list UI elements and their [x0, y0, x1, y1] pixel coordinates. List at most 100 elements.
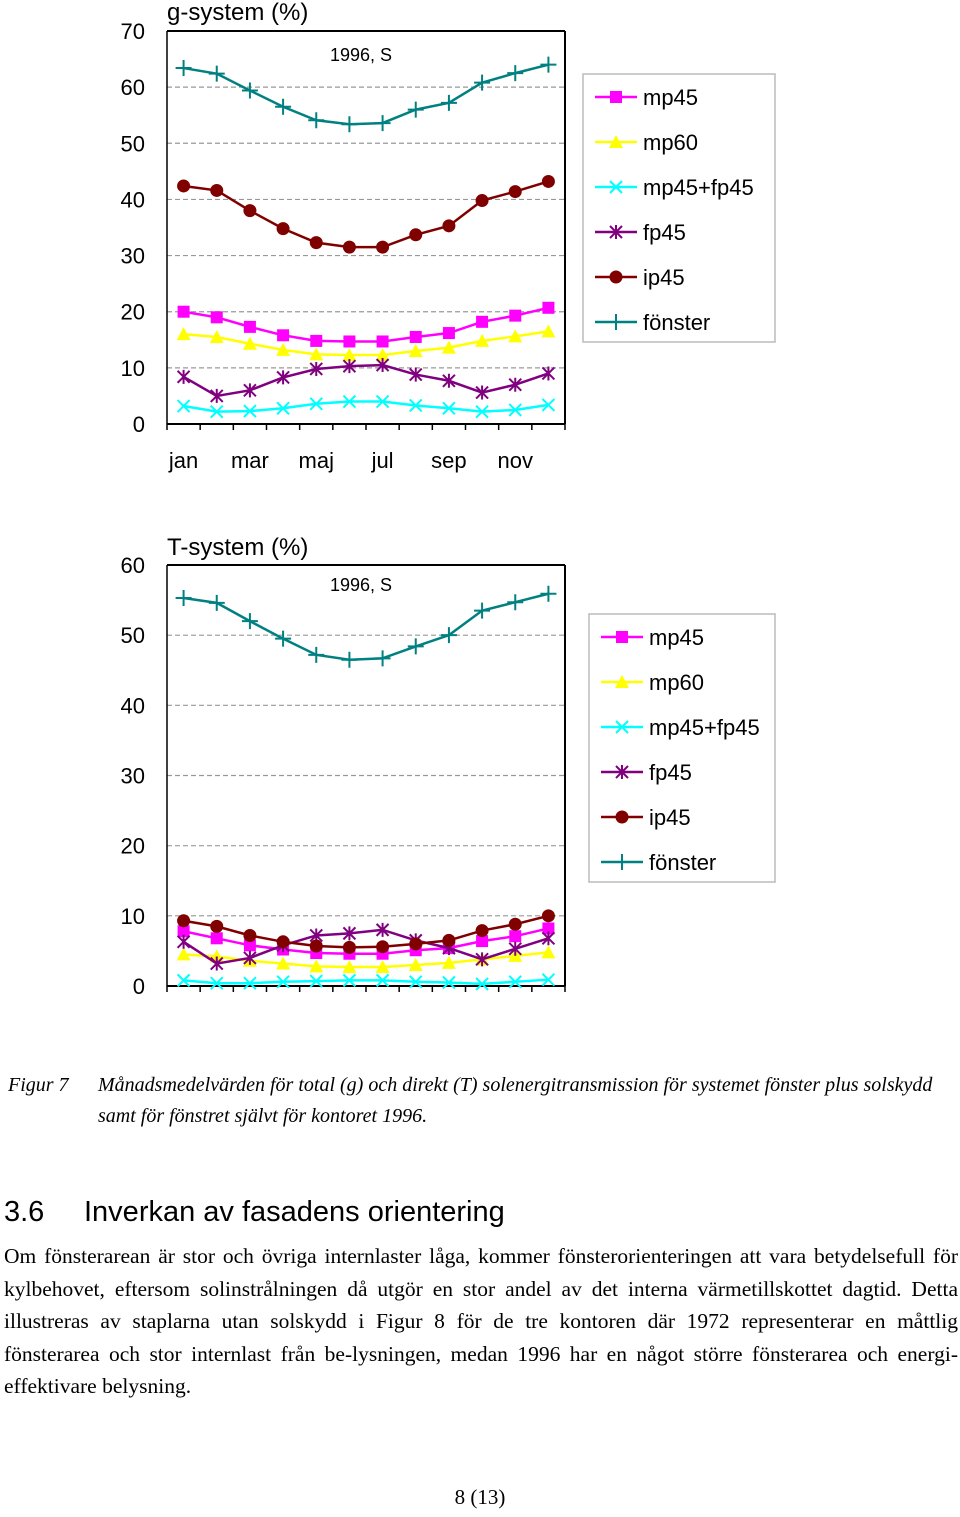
legend-item: fönster [595, 310, 710, 335]
data-point [374, 115, 391, 132]
data-point [310, 334, 323, 347]
data-point [476, 315, 489, 328]
data-point [375, 973, 390, 988]
data-point [342, 240, 356, 254]
x-tick-label: nov [498, 448, 533, 473]
legend-label: mp45 [649, 625, 704, 650]
legend-marker [608, 314, 624, 330]
series-line-mp60 [183, 330, 549, 357]
data-point [541, 174, 555, 188]
body-paragraph: Om fönsterarean är stor och övriga inter… [4, 1244, 958, 1398]
y-tick-label: 60 [121, 553, 145, 578]
series-line-mp45-fp45 [183, 400, 549, 413]
data-point [408, 957, 423, 971]
series-line-ip45 [183, 180, 549, 249]
t-system-chart: T-system (%) 1996, S 60 50 40 30 20 10 0 mp45 mp60… [121, 534, 776, 999]
section-title: Inverkan av fasadens orientering [84, 1196, 505, 1228]
legend-marker [610, 91, 622, 103]
x-tick-label: sep [431, 448, 466, 473]
g-system-chart: g-system (%) 1996, S 70 60 50 40 30 20 10 0 jan mar… [121, 0, 776, 473]
series-line-fp45 [182, 363, 549, 398]
data-point [475, 977, 489, 991]
legend-label: ip45 [643, 265, 685, 290]
legend-item: mp60 [601, 670, 704, 695]
data-point [176, 934, 191, 949]
data-point [176, 327, 191, 341]
data-point [343, 335, 356, 348]
data-point [509, 930, 522, 943]
data-point [375, 394, 390, 409]
y-tick-label: 70 [121, 19, 145, 44]
data-point [342, 359, 357, 374]
data-point [409, 228, 423, 242]
legend-item: ip45 [595, 265, 685, 290]
data-point [508, 377, 522, 392]
y-tick-label: 50 [121, 131, 145, 156]
data-point [540, 56, 557, 73]
data-point [507, 594, 524, 611]
data-point [509, 309, 522, 322]
data-point [243, 204, 257, 218]
data-point [541, 945, 556, 959]
data-point [277, 329, 290, 342]
data-point [309, 974, 323, 988]
data-point [275, 630, 292, 647]
legend-marker [615, 720, 629, 734]
legend-marker [615, 675, 629, 688]
data-point [210, 388, 224, 403]
data-point [276, 956, 291, 970]
data-point [308, 112, 325, 129]
data-point [209, 329, 224, 343]
x-tick-label: maj [299, 448, 334, 473]
chart-title: T-system (%) [167, 534, 308, 561]
data-point [541, 972, 556, 987]
chart-title: g-system (%) [167, 0, 308, 26]
x-tick-label: jan [168, 448, 198, 473]
data-point [442, 219, 456, 233]
page-number: 8 (13) [454, 1485, 506, 1509]
data-point [476, 935, 489, 948]
data-point [541, 909, 555, 923]
data-point [442, 401, 456, 415]
figure-caption: Figur 7 Månadsmedelvärden för total (g) … [8, 1070, 938, 1132]
data-point [309, 347, 324, 361]
data-point [341, 651, 358, 668]
data-point [241, 82, 258, 99]
data-point [175, 60, 192, 77]
series-line-fp45 [182, 928, 549, 965]
data-point [541, 931, 556, 946]
data-point [308, 646, 325, 663]
data-point [177, 925, 190, 938]
chart-subtitle: 1996, S [330, 45, 392, 65]
legend-marker [616, 631, 628, 643]
y-tick-label: 10 [121, 904, 145, 929]
data-point [540, 585, 557, 602]
data-point [210, 404, 224, 419]
legend-label: fp45 [649, 760, 692, 785]
legend-marker [609, 135, 623, 148]
data-point [309, 959, 324, 973]
data-point [210, 311, 223, 324]
data-point [508, 917, 522, 931]
data-point [407, 101, 424, 118]
legend-marker [609, 180, 623, 194]
data-point [342, 347, 357, 361]
legend-item: mp45 [601, 625, 704, 650]
data-point [542, 922, 555, 935]
data-point [442, 327, 455, 340]
data-point [376, 335, 389, 348]
x-tick-label: mar [231, 448, 269, 473]
data-point [175, 589, 192, 606]
data-point [241, 613, 258, 630]
data-point [508, 941, 522, 956]
series-ip45 [177, 174, 555, 254]
data-point [210, 976, 224, 990]
section-heading: 3.6 Inverkan av fasadens orientering [4, 1196, 505, 1229]
legend-item: mp45+fp45 [595, 175, 754, 200]
data-point [309, 236, 323, 250]
data-point [541, 398, 556, 412]
series-line-fonster [183, 592, 549, 661]
data-point [440, 94, 457, 111]
data-point [508, 185, 522, 199]
data-point [541, 366, 556, 381]
